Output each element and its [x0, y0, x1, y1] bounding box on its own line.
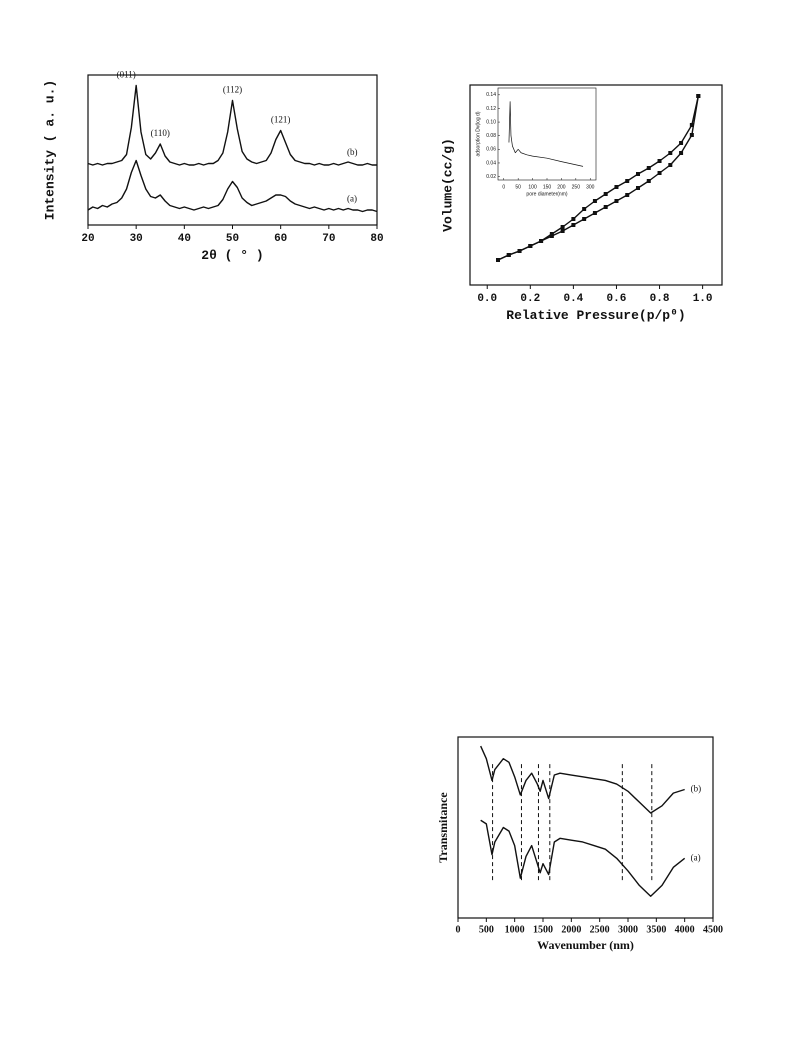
- y-tick-label: 0.08: [486, 133, 496, 139]
- point-marker: [625, 179, 630, 183]
- series-label: (a): [691, 852, 701, 862]
- x-tick-label: 0: [456, 924, 461, 935]
- point-marker: [603, 205, 608, 209]
- x-tick-label: 3000: [618, 924, 638, 935]
- x-tick-label: 1500: [533, 924, 553, 935]
- x-tick-label: 100: [528, 184, 537, 190]
- x-tick-label: 0.2: [520, 293, 540, 305]
- point-marker: [657, 171, 662, 175]
- x-tick-label: 0.0: [477, 293, 497, 305]
- x-tick-label: 250: [572, 184, 581, 190]
- point-marker: [506, 253, 511, 257]
- point-marker: [625, 193, 630, 197]
- point-marker: [689, 123, 694, 127]
- x-tick-label: 20: [81, 233, 94, 245]
- point-marker: [636, 172, 640, 176]
- peak-label: (011): [117, 70, 136, 80]
- y-axis-label: Volume(cc/g): [440, 138, 455, 232]
- point-marker: [549, 232, 554, 236]
- x-axis-label: Relative Pressure(p/p⁰): [506, 308, 685, 323]
- y-tick-label: 0.02: [486, 174, 496, 180]
- x-axis-label: Wavenumber (nm): [537, 938, 634, 952]
- x-tick-label: 60: [274, 233, 287, 245]
- x-tick-label: 50: [226, 233, 239, 245]
- x-tick-label: 300: [586, 184, 595, 190]
- series-line: [508, 101, 584, 167]
- point-marker: [528, 244, 533, 248]
- x-tick-label: 40: [178, 233, 191, 245]
- plot-frame: [469, 84, 723, 286]
- x-tick-label: 0.8: [650, 293, 670, 305]
- point-marker: [592, 199, 597, 203]
- point-marker: [517, 249, 522, 253]
- y-tick-label: 0.06: [486, 147, 496, 153]
- x-tick-label: 70: [322, 233, 335, 245]
- y-tick-label: 0.12: [486, 106, 496, 112]
- x-axis-label: pore diameter(nm): [526, 191, 567, 197]
- series-label: (a): [347, 194, 357, 204]
- point-marker: [603, 192, 608, 196]
- plot-frame: [457, 736, 714, 919]
- x-tick-label: 2000: [561, 924, 581, 935]
- x-tick-label: 80: [370, 233, 383, 245]
- point-marker: [560, 229, 565, 233]
- series-line: [480, 745, 685, 814]
- x-tick-label: 4500: [703, 924, 723, 935]
- point-marker: [571, 223, 576, 227]
- point-marker: [636, 186, 640, 190]
- point-marker: [582, 207, 587, 211]
- point-marker: [560, 225, 565, 229]
- point-marker: [592, 211, 597, 215]
- plot-frame: [87, 74, 378, 226]
- series-label: (b): [691, 784, 702, 794]
- point-marker: [657, 159, 662, 163]
- x-tick-label: 50: [515, 184, 521, 190]
- point-marker: [646, 166, 651, 170]
- point-marker: [614, 185, 619, 189]
- x-tick-label: 30: [130, 233, 143, 245]
- point-marker: [646, 179, 651, 183]
- series-line: [87, 84, 377, 166]
- y-tick-label: 0.04: [486, 160, 496, 166]
- point-marker: [689, 133, 694, 137]
- point-marker: [668, 151, 673, 155]
- series-line: [480, 819, 686, 897]
- point-marker: [679, 151, 684, 155]
- x-tick-label: 0.4: [563, 293, 583, 305]
- point-marker: [582, 217, 587, 221]
- point-marker: [614, 199, 619, 203]
- x-tick-label: 0: [502, 184, 505, 190]
- series-line: [87, 159, 378, 213]
- point-marker: [668, 163, 673, 167]
- x-axis-label: 2θ ( ° ): [201, 248, 263, 263]
- x-tick-label: 0.6: [607, 293, 627, 305]
- x-tick-label: 500: [479, 924, 494, 935]
- y-axis-label: Transmitance: [436, 792, 450, 863]
- y-tick-label: 0.10: [486, 119, 496, 125]
- point-marker: [696, 94, 701, 98]
- point-marker: [539, 239, 544, 243]
- x-tick-label: 1000: [505, 924, 525, 935]
- x-tick-label: 3500: [646, 924, 666, 935]
- point-marker: [496, 258, 500, 262]
- x-tick-label: 150: [543, 184, 552, 190]
- peak-label: (112): [223, 85, 242, 95]
- peak-label: (110): [151, 128, 170, 138]
- x-tick-label: 4000: [675, 924, 695, 935]
- x-tick-label: 1.0: [693, 293, 713, 305]
- x-tick-label: 2500: [590, 924, 610, 935]
- x-tick-label: 200: [557, 184, 566, 190]
- y-axis-label: adsorption Dv(log d): [475, 111, 481, 156]
- series-label: (b): [347, 147, 358, 157]
- peak-label: (121): [271, 115, 291, 125]
- y-axis-label: Intensity ( a. u.): [42, 80, 57, 220]
- point-marker: [679, 141, 684, 145]
- y-tick-label: 0.14: [486, 92, 496, 98]
- point-marker: [571, 217, 576, 221]
